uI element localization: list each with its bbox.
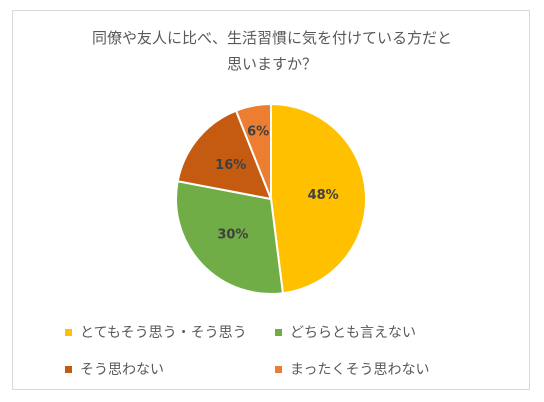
- legend-item-4: まったくそう思わない: [275, 359, 429, 379]
- pie-data-label-2: 30%: [217, 227, 248, 242]
- chart-title: 同僚や友人に比べ、生活習慣に気を付けている方だと 思いますか？: [13, 25, 531, 77]
- legend-swatch-3: [65, 365, 72, 373]
- legend-label-2: どちらとも言えない: [290, 325, 416, 341]
- legend-swatch-1: [65, 328, 72, 336]
- legend-swatch-4: [275, 365, 282, 373]
- legend-item-1: とてもそう思う・そう思う: [65, 322, 247, 342]
- legend-label-4: まったくそう思わない: [290, 362, 430, 378]
- pie-data-label-1: 48%: [308, 188, 339, 203]
- pie-slice-2: [175, 180, 285, 295]
- legend-item-3: そう思わない: [65, 359, 164, 379]
- chart-title-line-2: 思いますか？: [226, 55, 317, 73]
- pie-chart: 48% 30% 16% 6%: [175, 102, 367, 295]
- pie-slices: [175, 102, 367, 295]
- legend-label-1: とてもそう思う・そう思う: [80, 325, 247, 341]
- legend-swatch-2: [275, 328, 282, 336]
- legend-item-2: どちらとも言えない: [275, 322, 416, 342]
- pie-slice-1: [270, 102, 367, 295]
- pie-data-label-3: 16%: [215, 158, 246, 173]
- chart-title-line-1: 同僚や友人に比べ、生活習慣に気を付けている方だと: [91, 29, 452, 47]
- chart-frame: 同僚や友人に比べ、生活習慣に気を付けている方だと 思いますか？ 48% 30% 16…: [12, 10, 530, 390]
- pie-slice-3: [176, 109, 273, 201]
- pie-slice-4: [234, 102, 272, 200]
- pie-data-label-4: 6%: [247, 124, 269, 139]
- legend-label-3: そう思わない: [80, 362, 164, 378]
- pie-data-labels: 48% 30% 16% 6%: [215, 124, 339, 242]
